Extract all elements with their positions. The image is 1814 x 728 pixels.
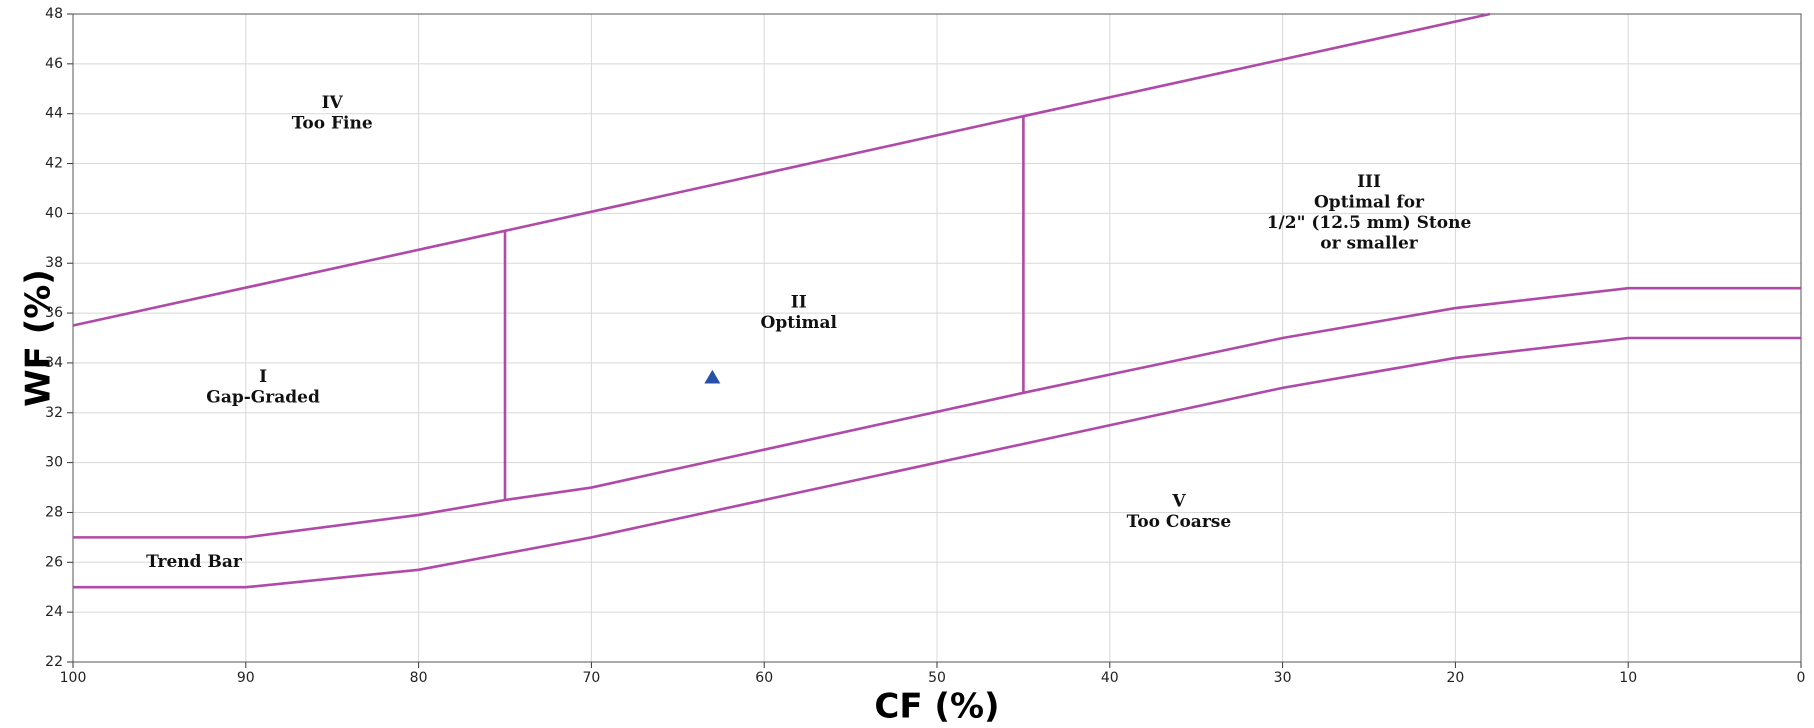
y-tick-label: 24: [45, 604, 63, 620]
zone-label: II: [791, 292, 807, 312]
zone-label: Trend Bar: [146, 552, 243, 572]
y-tick-label: 26: [45, 554, 63, 570]
zone-label: Optimal for: [1314, 193, 1425, 213]
y-tick-label: 34: [45, 355, 63, 371]
zone-line: [73, 286, 1801, 539]
y-tick-label: 22: [45, 654, 63, 670]
y-tick-label: 36: [45, 305, 63, 321]
zone-line: [72, 12, 1491, 327]
zone-label: IV: [322, 93, 344, 113]
x-tick-label: 70: [582, 670, 600, 686]
y-tick-label: 48: [45, 6, 63, 22]
x-tick-label: 80: [410, 670, 428, 686]
y-tick-label: 38: [45, 255, 63, 271]
zone-label: Gap-Graded: [206, 388, 320, 408]
zone-label: or smaller: [1320, 234, 1419, 254]
y-tick-label: 32: [45, 405, 63, 421]
x-tick-label: 10: [1619, 670, 1637, 686]
x-tick-label: 50: [928, 670, 946, 686]
zone-label: Optimal: [761, 313, 838, 333]
y-tick-label: 42: [45, 156, 63, 172]
zone-label: V: [1171, 492, 1186, 512]
y-axis-label: WF (%): [19, 269, 59, 407]
y-tick-label: 44: [45, 106, 63, 122]
zone-label: Too Coarse: [1127, 512, 1232, 532]
x-tick-label: 0: [1797, 670, 1806, 686]
x-axis-label: CF (%): [874, 687, 999, 727]
zone-label: III: [1357, 172, 1381, 192]
y-tick-label: 30: [45, 455, 63, 471]
zone-label: 1/2" (12.5 mm) Stone: [1267, 213, 1472, 233]
y-tick-label: 40: [45, 205, 63, 221]
x-tick-label: 90: [237, 670, 255, 686]
zone-label: Too Fine: [292, 113, 373, 133]
x-tick-label: 20: [1446, 670, 1464, 686]
x-tick-label: 30: [1274, 670, 1292, 686]
data-point: [704, 369, 721, 384]
y-tick-label: 28: [45, 504, 63, 520]
x-tick-label: 40: [1101, 670, 1119, 686]
x-tick-label: 60: [755, 670, 773, 686]
zone-line: [73, 336, 1801, 589]
x-tick-label: 100: [60, 670, 87, 686]
y-tick-label: 46: [45, 56, 63, 72]
zone-label: I: [259, 367, 267, 387]
